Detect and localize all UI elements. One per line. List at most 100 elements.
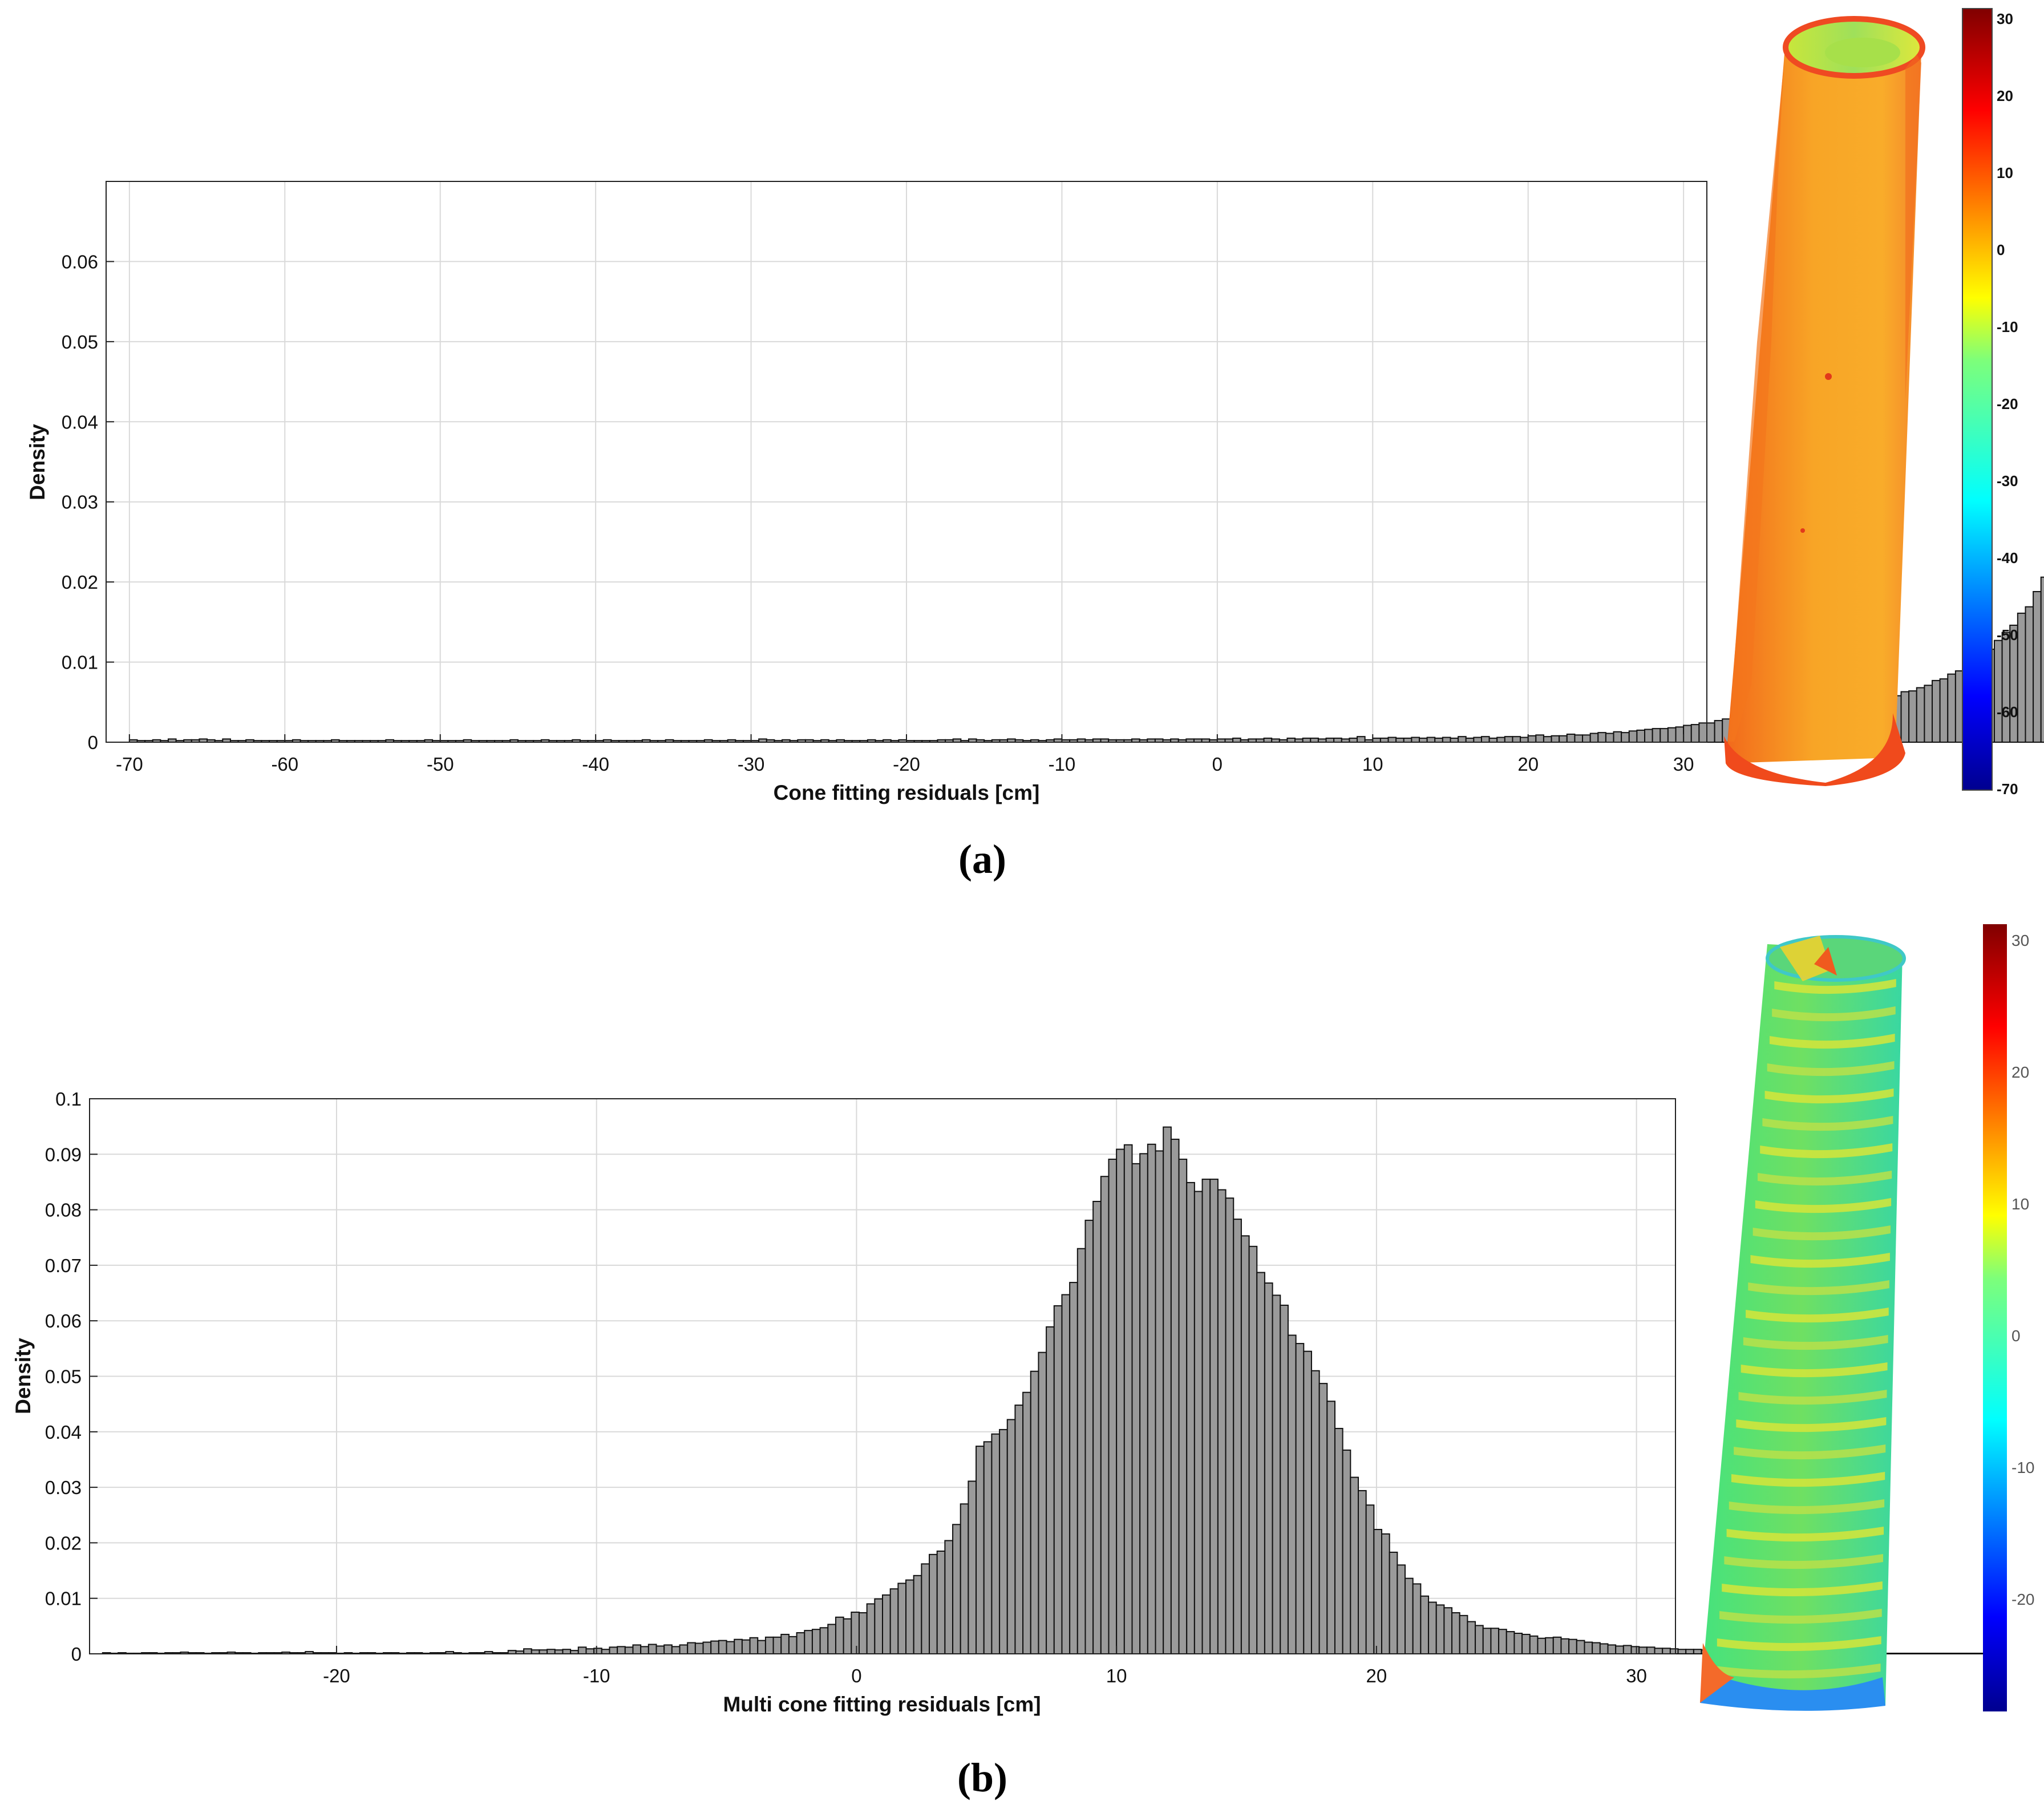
histogram-bar [1714, 720, 1723, 743]
histogram-bar [843, 1618, 852, 1654]
x-tick-label: -30 [738, 754, 765, 775]
histogram-bar [1490, 1628, 1500, 1654]
histogram-bar [1552, 1636, 1562, 1655]
histogram-bar [1615, 1645, 1624, 1654]
histogram-bar [554, 1649, 564, 1654]
y-tick-label: 0 [88, 732, 98, 753]
x-axis-label-b: Multi cone fitting residuals [cm] [723, 1693, 1041, 1716]
histogram-bar [1287, 1334, 1297, 1655]
histogram-bar [1934, 1653, 1944, 1655]
cone-point-cloud-a [1724, 16, 1925, 786]
histogram-bar [1256, 1272, 1265, 1655]
histogram-bar [734, 1638, 743, 1654]
histogram-bar [1310, 1370, 1320, 1655]
histogram-bar [2017, 612, 2026, 743]
colorbar-tick-label: -50 [1997, 626, 2018, 644]
histogram-bar [1092, 1201, 1102, 1654]
cone-stripe [1719, 1609, 1882, 1624]
y-ticks-a: 0 0.01 0.02 0.03 0.04 0.05 0.06 [62, 251, 114, 753]
y-tick-label: 0.09 [45, 1144, 82, 1165]
histogram-bar [796, 1632, 806, 1654]
histogram-bar [1333, 737, 1342, 743]
cone-stripe [1774, 979, 1896, 994]
histogram-bar [1193, 1191, 1203, 1654]
histogram-bar [1592, 1642, 1601, 1655]
y-tick-label: 0.01 [45, 1588, 82, 1609]
histogram-bar [905, 1579, 914, 1655]
histogram-bar [710, 1640, 719, 1655]
panel-label-a: (a) [958, 836, 1006, 882]
histogram-bar [718, 1640, 727, 1654]
colorbar-tick-label: -10 [1997, 318, 2018, 335]
histogram-bar [2040, 576, 2044, 743]
histogram-bar [1334, 1427, 1343, 1654]
histogram-bar [1038, 1351, 1047, 1654]
histogram-bar [609, 1646, 618, 1654]
histogram-bar [2033, 590, 2042, 743]
histogram-bar [1677, 1649, 1687, 1655]
cone-stripe [1741, 1362, 1888, 1378]
histogram-bar [562, 1649, 572, 1655]
histogram-bar [679, 1644, 689, 1654]
histogram-bar [1636, 729, 1646, 743]
y-tick-label: 0.05 [62, 331, 98, 353]
histogram-bar [1527, 735, 1537, 743]
y-tick-label: 0.03 [62, 492, 98, 513]
histogram-bar [1966, 1653, 1976, 1655]
x-tick-label: 20 [1366, 1665, 1387, 1686]
colorbar-tick-label: 20 [1997, 87, 2013, 104]
histogram-bar [1597, 732, 1606, 743]
cone-stripe [1758, 1171, 1892, 1186]
histogram-bar [1559, 735, 1568, 743]
histogram-bar [726, 1641, 735, 1654]
histogram-bar [1467, 1621, 1476, 1654]
histogram-bar [1498, 1629, 1507, 1654]
colorbar-tick-label: -10 [2011, 1459, 2034, 1476]
histogram-bar [1690, 724, 1700, 743]
histogram-bar [1248, 1245, 1258, 1655]
histogram-bar [1582, 734, 1591, 743]
histogram-bar [1061, 1294, 1071, 1654]
colorbar-a: 30 20 10 0 -10 -20 -30 -40 -50 -60 -70 [1962, 8, 2018, 798]
x-tick-label: 30 [1626, 1665, 1647, 1686]
histogram-bar [1584, 1641, 1593, 1654]
histogram-bar [1170, 1139, 1180, 1655]
histogram-bar [1574, 734, 1584, 743]
colorbar-gradient-b [1983, 924, 2007, 1711]
histogram-bar [1240, 1235, 1250, 1655]
histogram-bar [1551, 735, 1560, 743]
cone-stripe [1769, 1034, 1895, 1049]
histogram-bar [851, 1612, 860, 1654]
histogram-bar [1108, 1159, 1118, 1654]
x-tick-label: 20 [1517, 754, 1539, 775]
histogram-bar [1908, 690, 1917, 743]
histogram-bar [921, 1563, 930, 1655]
histogram-bar [1379, 737, 1389, 743]
histogram-bar [1939, 678, 1949, 743]
cone-stripe [1762, 1116, 1893, 1131]
x-tick-label: -10 [583, 1665, 610, 1686]
cone-stripe [1714, 1664, 1881, 1679]
histogram-bar [1458, 736, 1467, 743]
cone-stripe [1752, 1225, 1891, 1241]
histogram-bar [1660, 728, 1669, 743]
histogram-bar [1280, 1304, 1289, 1655]
histogram-bar [1662, 1648, 1671, 1655]
cone-stripe [1722, 1581, 1883, 1597]
histogram-bar [827, 1624, 836, 1654]
histogram-bar [1302, 737, 1312, 743]
histogram-bar [1053, 1305, 1063, 1654]
histogram-bar [1426, 736, 1436, 743]
histogram-bar [897, 1583, 907, 1654]
histogram-bar [1652, 728, 1661, 743]
x-tick-label: -10 [1049, 754, 1076, 775]
y-tick-label: 0.04 [45, 1422, 82, 1443]
histogram-bar [804, 1630, 813, 1655]
histogram-bar [539, 1649, 548, 1654]
histogram-bar [1395, 737, 1405, 743]
x-tick-label: -20 [323, 1665, 350, 1686]
histogram-bar [1911, 1653, 1921, 1655]
stripes-b [1714, 979, 1896, 1679]
histogram-bar [1372, 737, 1381, 743]
histogram-bar [1451, 1612, 1460, 1655]
